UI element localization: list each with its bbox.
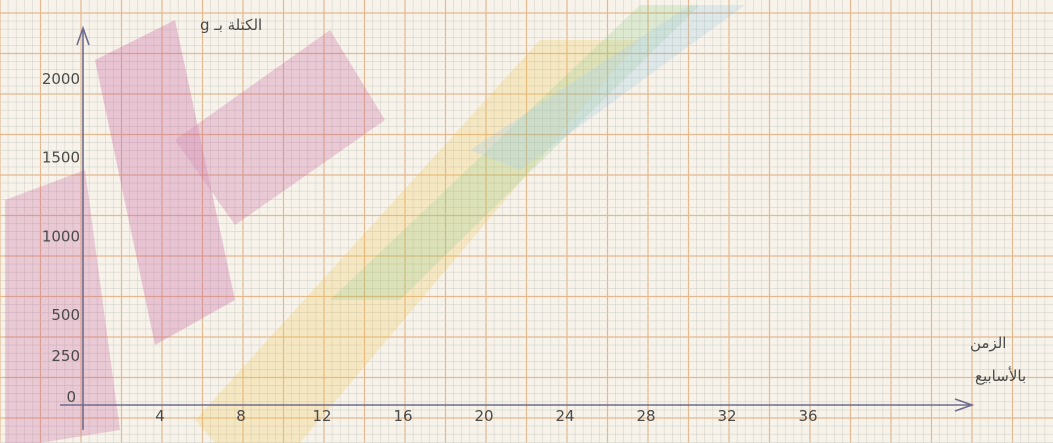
x-tick-label: 24 — [555, 407, 574, 425]
x-tick-label: 4 — [155, 407, 165, 425]
y-tick-labels: 0 250 500 1000 1500 2000 — [42, 70, 80, 406]
y-tick-label: 1500 — [42, 149, 80, 167]
x-tick-label: 36 — [798, 407, 817, 425]
x-tick-label: 20 — [474, 407, 493, 425]
y-axis-label: الكتلة بـ g — [200, 16, 262, 34]
x-tick-label: 32 — [717, 407, 736, 425]
x-axis-arrow — [954, 398, 975, 412]
x-axis-label-line2: بالأسابيع — [975, 366, 1026, 385]
axes — [60, 25, 975, 430]
x-tick-label: 8 — [236, 407, 246, 425]
y-tick-label: 0 — [66, 388, 76, 406]
y-tick-label: 250 — [51, 347, 80, 365]
x-tick-label: 28 — [636, 407, 655, 425]
y-tick-label: 1000 — [42, 227, 80, 245]
x-tick-label: 16 — [393, 407, 412, 425]
y-tick-label: 2000 — [42, 70, 80, 88]
watermark — [5, 5, 745, 443]
y-axis-arrow — [76, 25, 90, 46]
x-axis-label-line1: الزمن — [970, 334, 1006, 352]
x-tick-labels: 4 8 12 16 20 24 28 32 36 — [155, 407, 817, 425]
x-tick-label: 12 — [312, 407, 331, 425]
y-tick-label: 500 — [51, 306, 80, 324]
